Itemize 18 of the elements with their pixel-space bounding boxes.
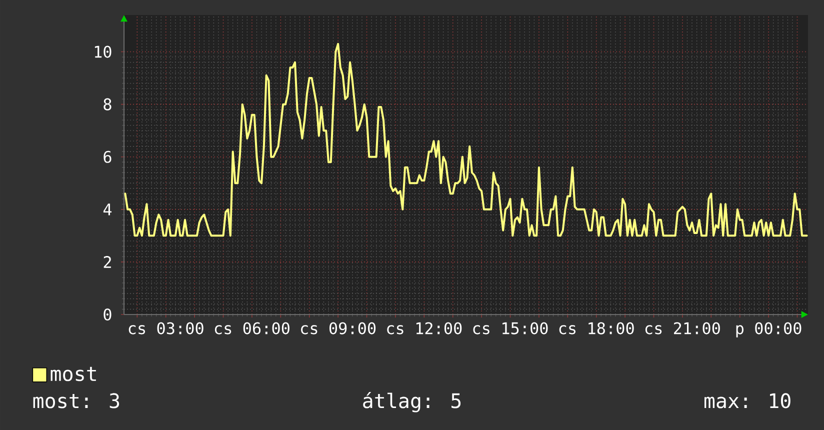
text: max: 10 bbox=[704, 393, 790, 408]
y-tick-label: 2 bbox=[104, 256, 111, 268]
text: átlag: 5 bbox=[363, 392, 461, 412]
x-tick-label: p 00:00 bbox=[736, 322, 802, 338]
x-tick-label: cs 12:00 bbox=[387, 322, 462, 334]
y-tick-label: 4 bbox=[103, 204, 112, 216]
x-tick-label: cs 09:00 bbox=[301, 322, 376, 334]
y-tick-label: 8 bbox=[104, 98, 112, 110]
y-tick-label: 0 bbox=[104, 308, 112, 321]
x-tick-label: cs 06:00 bbox=[214, 322, 290, 334]
y-tick-label: 10 bbox=[94, 46, 112, 58]
x-tick-label: cs 15:00 bbox=[473, 322, 548, 334]
y-tick-label: 6 bbox=[104, 150, 112, 163]
legend-label: most bbox=[50, 366, 96, 382]
x-tick-label: cs 18:00 bbox=[559, 322, 634, 334]
text: most: 3 bbox=[33, 393, 120, 408]
x-tick-label: cs 03:00 bbox=[128, 322, 204, 334]
x-tick-label: cs 21:00 bbox=[645, 322, 720, 334]
